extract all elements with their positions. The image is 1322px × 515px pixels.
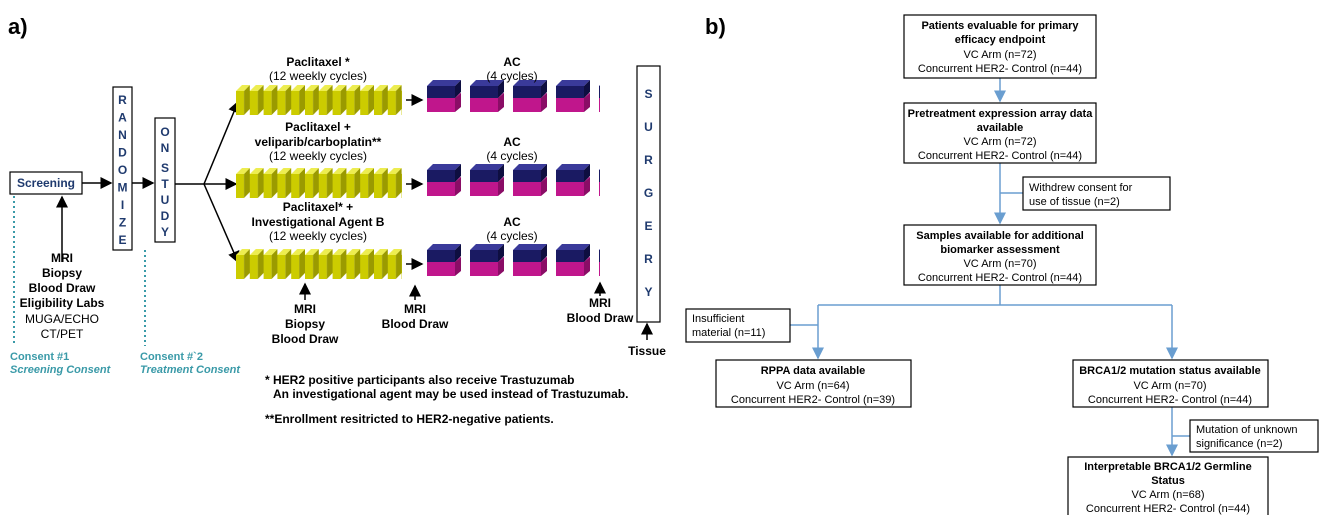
timepoint: Blood Draw	[382, 317, 449, 331]
node-title: Interpretable BRCA1/2 Germline	[1084, 461, 1252, 473]
letter: U	[161, 193, 170, 207]
node-title: Patients evaluable for primary	[921, 20, 1079, 32]
node-detail: Concurrent HER2- Control (n=44)	[918, 272, 1082, 284]
timepoint: Biopsy	[285, 317, 325, 331]
timepoint: MRI	[404, 302, 426, 316]
test: MRI	[51, 251, 73, 265]
node-detail: Concurrent HER2- Control (n=39)	[731, 394, 895, 406]
timepoint: Tissue	[628, 344, 666, 358]
arm-title: Investigational Agent B	[252, 215, 385, 229]
node-title: efficacy endpoint	[955, 34, 1046, 46]
letter: D	[161, 209, 170, 223]
consent-number: Consent #1	[10, 351, 69, 363]
node-detail: VC Arm (n=72)	[963, 136, 1036, 148]
exclusion-text: Mutation of unknown	[1196, 424, 1298, 436]
panel-label: a)	[8, 14, 28, 39]
figure: a) Screening RANDOMIZE ONSTUDY SURGERY	[0, 0, 1322, 515]
letter: Y	[161, 225, 169, 239]
node-detail: Concurrent HER2- Control (n=44)	[918, 150, 1082, 162]
ac-title: AC	[503, 215, 521, 229]
letter: O	[160, 125, 169, 139]
letter: G	[644, 186, 653, 200]
timepoint: MRI	[589, 296, 611, 310]
test: Eligibility Labs	[20, 296, 105, 310]
letter: T	[161, 177, 169, 191]
footnote: * HER2 positive participants also receiv…	[265, 373, 574, 387]
letter: N	[161, 141, 170, 155]
letter: M	[118, 181, 128, 195]
arm-title: (12 weekly cycles)	[269, 149, 367, 163]
exclusion-text: Insufficient	[692, 313, 744, 325]
footnote: An investigational agent may be used ins…	[273, 387, 628, 401]
screening: Screening	[17, 176, 75, 190]
arm-title: Paclitaxel +	[285, 120, 351, 134]
test: CT/PET	[41, 327, 84, 341]
ac-title: (4 cycles)	[486, 149, 537, 163]
letter: E	[644, 219, 652, 233]
ac-title: (4 cycles)	[486, 229, 537, 243]
ac-title: (4 cycles)	[486, 69, 537, 83]
node-title: Samples available for additional	[916, 230, 1084, 242]
node-detail: VC Arm (n=68)	[1131, 489, 1204, 501]
screening-tests: MRI Biopsy Blood Draw Eligibility Labs M…	[20, 251, 105, 341]
test: Biopsy	[42, 266, 82, 280]
node-detail: VC Arm (n=64)	[776, 380, 849, 392]
arm-title: Paclitaxel *	[286, 55, 350, 69]
letter: R	[644, 252, 653, 266]
consent-name: Screening Consent	[10, 364, 112, 376]
node-detail: VC Arm (n=70)	[1133, 380, 1206, 392]
footnote: **Enrollment resitricted to HER2-negativ…	[265, 412, 554, 426]
panel-label: b)	[705, 14, 726, 39]
exclusion-text: material (n=11)	[692, 327, 765, 339]
letter: O	[118, 163, 127, 177]
timepoint: MRI	[294, 302, 316, 316]
letter: I	[121, 198, 124, 212]
exclusion-text: Withdrew consent for	[1029, 182, 1133, 194]
letter: U	[644, 120, 653, 134]
node-title: available	[977, 122, 1023, 134]
node-title: Pretreatment expression array data	[908, 108, 1094, 120]
letter: R	[118, 93, 127, 107]
letter: R	[644, 153, 653, 167]
treatment-graphics	[236, 80, 600, 280]
node-title: BRCA1/2 mutation status available	[1079, 365, 1261, 377]
node-detail: Concurrent HER2- Control (n=44)	[918, 63, 1082, 75]
exclusion-text: use of tissue (n=2)	[1029, 196, 1120, 208]
ac-title: AC	[503, 55, 521, 69]
letter: S	[644, 87, 652, 101]
node-title: biomarker assessment	[940, 244, 1060, 256]
arm-title: veliparib/carboplatin**	[255, 135, 382, 149]
letter: Y	[644, 285, 652, 299]
letter: D	[118, 146, 127, 160]
exclusion-text: significance (n=2)	[1196, 438, 1283, 450]
node-detail: Concurrent HER2- Control (n=44)	[1086, 503, 1250, 515]
node-title: RPPA data available	[761, 365, 866, 377]
arm-title: (12 weekly cycles)	[269, 229, 367, 243]
letter: E	[118, 233, 126, 247]
consent-number: Consent #`2	[140, 351, 203, 363]
node-detail: Concurrent HER2- Control (n=44)	[1088, 394, 1252, 406]
panel-b: b) Patients evaluable for primary effica…	[686, 14, 1318, 515]
consent-name: Treatment Consent	[140, 364, 241, 376]
letter: S	[161, 161, 169, 175]
letter: A	[118, 111, 127, 125]
letter: N	[118, 128, 127, 142]
ac-title: AC	[503, 135, 521, 149]
arm-title: Paclitaxel* +	[283, 200, 353, 214]
letter: Z	[119, 216, 126, 230]
arm-title: (12 weekly cycles)	[269, 69, 367, 83]
test: Blood Draw	[29, 281, 96, 295]
node-detail: VC Arm (n=72)	[963, 49, 1036, 61]
timepoint: Blood Draw	[567, 311, 634, 325]
node-title: Status	[1151, 475, 1185, 487]
node-detail: VC Arm (n=70)	[963, 258, 1036, 270]
timepoint: Blood Draw	[272, 332, 339, 346]
test: MUGA/ECHO	[25, 312, 99, 326]
